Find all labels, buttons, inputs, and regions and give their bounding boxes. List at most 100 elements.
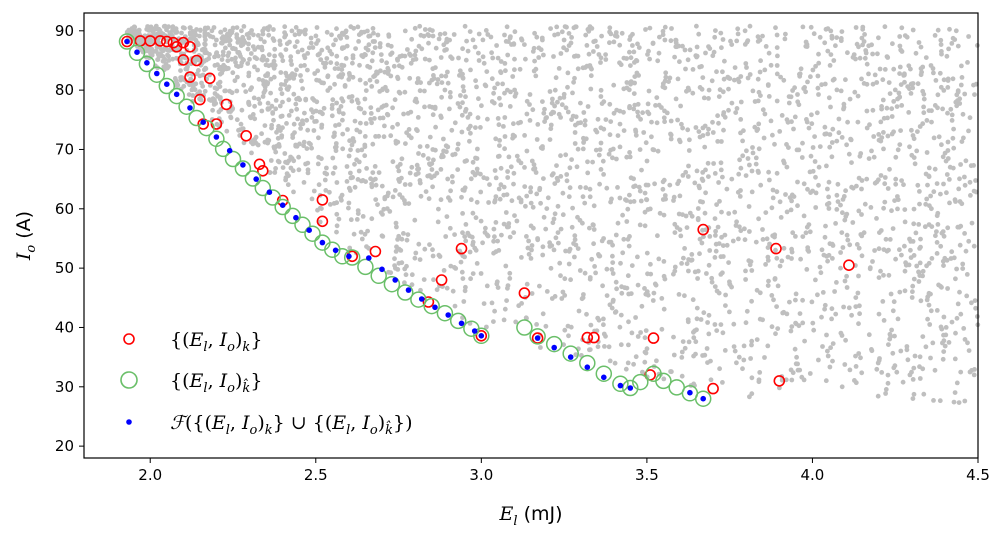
series-front-point — [392, 277, 399, 283]
cloud-point — [548, 26, 553, 31]
cloud-point — [673, 96, 679, 102]
cloud-point — [686, 163, 691, 169]
cloud-point — [917, 124, 923, 129]
cloud-point — [891, 365, 897, 371]
cloud-point — [341, 63, 347, 68]
cloud-point — [871, 154, 877, 160]
cloud-point — [158, 46, 164, 52]
cloud-point — [412, 52, 418, 58]
cloud-point — [280, 125, 285, 131]
cloud-point — [593, 270, 598, 276]
cloud-point — [225, 53, 231, 59]
cloud-point — [883, 236, 889, 242]
cloud-point — [342, 84, 348, 89]
cloud-point — [824, 163, 829, 169]
cloud-point — [829, 316, 834, 322]
cloud-point — [876, 35, 881, 41]
cloud-point — [443, 143, 449, 149]
cloud-point — [503, 263, 509, 269]
cloud-point — [631, 361, 636, 367]
cloud-point — [542, 119, 547, 124]
cloud-point — [377, 115, 383, 121]
cloud-point — [744, 308, 750, 314]
cloud-point — [417, 23, 423, 29]
cloud-point — [632, 74, 638, 79]
cloud-point — [755, 34, 761, 40]
cloud-point — [700, 227, 705, 233]
cloud-point — [594, 44, 600, 49]
cloud-point — [910, 396, 916, 401]
cloud-point — [947, 26, 952, 32]
cloud-point — [824, 253, 829, 259]
cloud-point — [450, 179, 455, 185]
cloud-point — [749, 189, 755, 195]
cloud-point — [495, 55, 501, 61]
cloud-point — [401, 111, 406, 117]
cloud-point — [763, 210, 769, 216]
series-front-point — [445, 312, 452, 318]
cloud-point — [700, 125, 706, 131]
cloud-point — [912, 161, 918, 167]
cloud-point — [910, 283, 916, 289]
cloud-point — [604, 293, 610, 298]
cloud-point — [685, 317, 691, 322]
cloud-point — [944, 190, 949, 196]
cloud-point — [327, 189, 332, 195]
cloud-point — [716, 120, 721, 126]
cloud-point — [419, 46, 425, 52]
cloud-point — [938, 84, 944, 90]
cloud-point — [218, 29, 224, 35]
cloud-point — [706, 174, 711, 180]
cloud-point — [944, 53, 950, 59]
cloud-point — [476, 96, 481, 102]
cloud-point — [590, 159, 595, 165]
cloud-point — [613, 30, 619, 35]
cloud-point — [535, 236, 540, 241]
cloud-point — [534, 34, 540, 40]
cloud-point — [880, 97, 886, 103]
cloud-point — [524, 98, 530, 104]
cloud-point — [587, 186, 593, 192]
cloud-point — [813, 205, 819, 210]
cloud-point — [735, 31, 741, 37]
cloud-point — [525, 245, 531, 251]
cloud-point — [838, 265, 843, 271]
cloud-point — [917, 189, 922, 194]
cloud-point — [465, 230, 471, 236]
cloud-point — [292, 32, 298, 38]
cloud-point — [377, 41, 383, 46]
cloud-point — [797, 71, 802, 77]
cloud-point — [390, 159, 396, 165]
cloud-point — [806, 222, 812, 228]
cloud-point — [743, 61, 749, 66]
cloud-point — [951, 255, 957, 261]
cloud-point — [707, 248, 713, 253]
cloud-point — [757, 370, 763, 375]
cloud-point — [517, 66, 523, 72]
cloud-point — [422, 88, 427, 94]
series-front-point — [346, 253, 352, 260]
cloud-point — [632, 102, 638, 108]
cloud-point — [334, 229, 339, 235]
series-k-point — [220, 98, 233, 111]
series-k-hat-point — [294, 216, 311, 234]
cloud-point — [540, 252, 546, 258]
cloud-point — [402, 266, 408, 272]
cloud-point — [313, 33, 319, 39]
cloud-point — [829, 306, 835, 312]
cloud-point — [259, 108, 265, 114]
cloud-point — [460, 276, 466, 281]
cloud-point — [856, 245, 862, 251]
cloud-point — [936, 282, 941, 288]
cloud-point — [685, 127, 691, 133]
cloud-point — [690, 67, 696, 72]
cloud-point — [635, 254, 640, 260]
y-tick-label: 20 — [55, 437, 74, 455]
cloud-point — [918, 236, 923, 242]
cloud-point — [956, 400, 962, 405]
cloud-point — [607, 40, 612, 46]
cloud-point — [805, 186, 810, 192]
series-front-point — [478, 333, 485, 339]
cloud-point — [684, 261, 690, 267]
